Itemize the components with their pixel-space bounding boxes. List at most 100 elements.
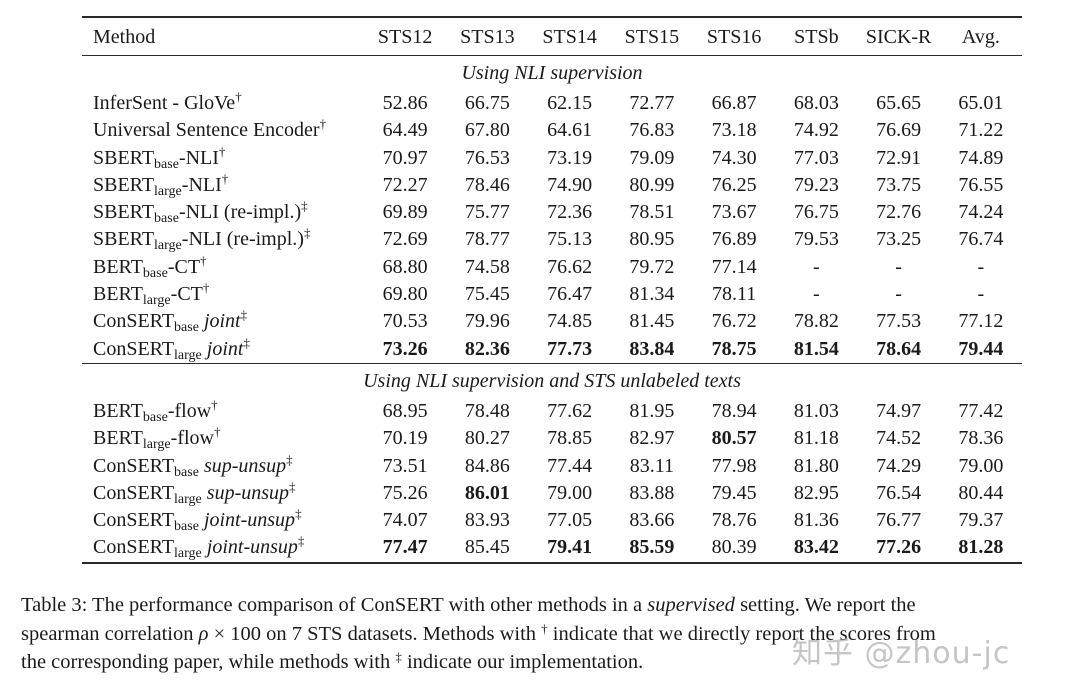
- score-cell: 77.42: [958, 399, 1004, 422]
- score-cell: 68.03: [793, 92, 839, 114]
- score-cell: 77.73: [547, 337, 593, 360]
- score-cell: 77.44: [547, 454, 593, 477]
- score-cell: 80.39: [693, 534, 776, 564]
- model-size: large: [154, 183, 182, 199]
- table-row: BERTbase-CT† 68.80 74.58 76.62 79.72 77.14 - - -: [82, 254, 1022, 281]
- caption-text: indicate that we directly report the sco…: [547, 622, 936, 645]
- method-name: ConSERT: [93, 481, 175, 504]
- score-cell: 76.53: [464, 146, 510, 169]
- column-header-sts14: STS14: [528, 16, 611, 56]
- score-cell: 79.00: [958, 454, 1004, 477]
- score-cell: 81.36: [793, 509, 839, 532]
- method-variant: -NLI: [181, 173, 222, 196]
- score-cell: 77.05: [547, 509, 593, 532]
- score-cell: 86.01: [464, 481, 510, 504]
- source-mark: ‡: [295, 506, 302, 522]
- score-cell: 80.27: [464, 427, 510, 450]
- score-cell: 62.15: [547, 92, 593, 114]
- score-cell: 65.65: [876, 92, 922, 114]
- model-size: base: [142, 265, 168, 281]
- table-row: SBERTbase-NLI (re-impl.)‡ 69.89 75.77 72.36…: [82, 199, 1022, 226]
- score-cell: 78.94: [711, 399, 757, 422]
- score-cell: 74.58: [464, 255, 510, 278]
- source-mark: †: [211, 396, 218, 412]
- column-header-sts16: STS16: [693, 16, 776, 56]
- score-cell: 83.42: [775, 534, 858, 564]
- method-variant: -CT: [170, 283, 203, 306]
- method-cell: Universal Sentence Encoder†: [82, 117, 364, 144]
- table-row: ConSERTlarge sup-unsup‡ 75.26 86.01 79.00 83…: [82, 480, 1022, 507]
- section-title: Using NLI supervision: [82, 55, 1022, 90]
- model-size: large: [142, 293, 171, 309]
- score-cell: 66.75: [464, 92, 510, 114]
- score-cell: 84.86: [464, 454, 510, 477]
- method-variant: sup-unsup: [206, 481, 290, 504]
- score-cell: 74.52: [876, 427, 922, 450]
- score-cell: 79.44: [958, 337, 1004, 360]
- score-cell: 78.75: [711, 337, 757, 360]
- score-cell: 82.36: [464, 337, 510, 360]
- score-cell: 83.93: [464, 509, 510, 532]
- score-cell: 77.47: [364, 534, 447, 564]
- caption-line-3: the corresponding paper, while methods w…: [21, 648, 1080, 677]
- method-variant: -NLI: [178, 146, 219, 169]
- score-cell: -: [813, 255, 820, 278]
- score-cell: 81.03: [793, 399, 839, 422]
- score-cell: 81.34: [629, 283, 675, 306]
- score-cell: 69.89: [382, 201, 428, 224]
- score-cell: 85.45: [446, 534, 529, 564]
- score-cell: 71.22: [958, 119, 1004, 142]
- table-section-nli-supervision: Using NLI supervision InferSent - GloVe†…: [82, 55, 1022, 364]
- score-cell: 72.69: [382, 228, 428, 251]
- method-cell: BERTlarge-flow†: [82, 425, 364, 452]
- score-cell: -: [813, 283, 820, 306]
- score-cell: 78.77: [464, 228, 510, 251]
- score-cell: 73.18: [711, 119, 757, 142]
- score-cell: 69.80: [382, 283, 428, 306]
- score-cell: 74.85: [547, 310, 593, 333]
- score-cell: 78.82: [793, 310, 839, 333]
- score-cell: 52.86: [382, 92, 428, 114]
- score-cell: 77.62: [547, 399, 593, 422]
- method-cell: ConSERTbase sup-unsup‡: [82, 453, 364, 480]
- score-cell: 74.89: [958, 146, 1004, 169]
- score-cell: 77.98: [711, 454, 757, 477]
- method-name: SBERT: [93, 228, 155, 251]
- caption-text: the corresponding paper, while methods w…: [21, 651, 396, 673]
- section-title-row: Using NLI supervision and STS unlabeled …: [82, 362, 1022, 398]
- column-header-sick-r: SICK-R: [857, 16, 940, 56]
- score-cell: -: [895, 283, 902, 306]
- score-cell: 76.62: [547, 255, 593, 278]
- score-cell: 80.57: [711, 427, 757, 450]
- results-table: Method STS12 STS13 STS14 STS15 STS16 STS…: [82, 16, 1022, 564]
- method-cell: ConSERTlarge sup-unsup‡: [82, 480, 364, 507]
- score-cell: 76.89: [711, 228, 757, 251]
- method-variant: -NLI (re-impl.): [178, 201, 302, 224]
- method-variant: joint-unsup: [203, 509, 296, 532]
- method-name: ConSERT: [93, 310, 175, 333]
- table-row: SBERTlarge-NLI† 72.27 78.46 74.90 80.99 76.25…: [82, 172, 1022, 199]
- score-cell: 76.72: [711, 310, 757, 333]
- score-cell: 70.97: [382, 146, 428, 169]
- source-mark: ‡: [240, 307, 248, 323]
- score-cell: 76.69: [876, 119, 922, 142]
- score-cell: 78.48: [464, 399, 510, 422]
- score-cell: 85.59: [610, 534, 693, 564]
- model-size: large: [174, 546, 202, 562]
- table-section-nli-and-sts-unlabeled: Using NLI supervision and STS unlabeled …: [82, 362, 1022, 564]
- source-mark: ‡: [301, 198, 308, 214]
- model-size: large: [174, 491, 202, 507]
- score-cell: -: [895, 255, 902, 278]
- score-cell: 70.19: [382, 427, 428, 450]
- score-cell: 75.13: [547, 228, 593, 251]
- source-mark: †: [235, 89, 242, 104]
- model-size: base: [174, 320, 199, 336]
- method-name: ConSERT: [93, 536, 175, 559]
- score-cell: 80.44: [958, 481, 1004, 504]
- source-mark: ‡: [243, 334, 250, 350]
- method-variant: joint: [206, 337, 244, 360]
- caption-text: × 100 on 7 STS datasets. Methods with: [208, 622, 542, 645]
- score-cell: 79.72: [629, 255, 675, 278]
- method-name: BERT: [93, 255, 143, 278]
- table-row: SBERTlarge-NLI (re-impl.)‡ 72.69 78.77 75.1…: [82, 226, 1022, 253]
